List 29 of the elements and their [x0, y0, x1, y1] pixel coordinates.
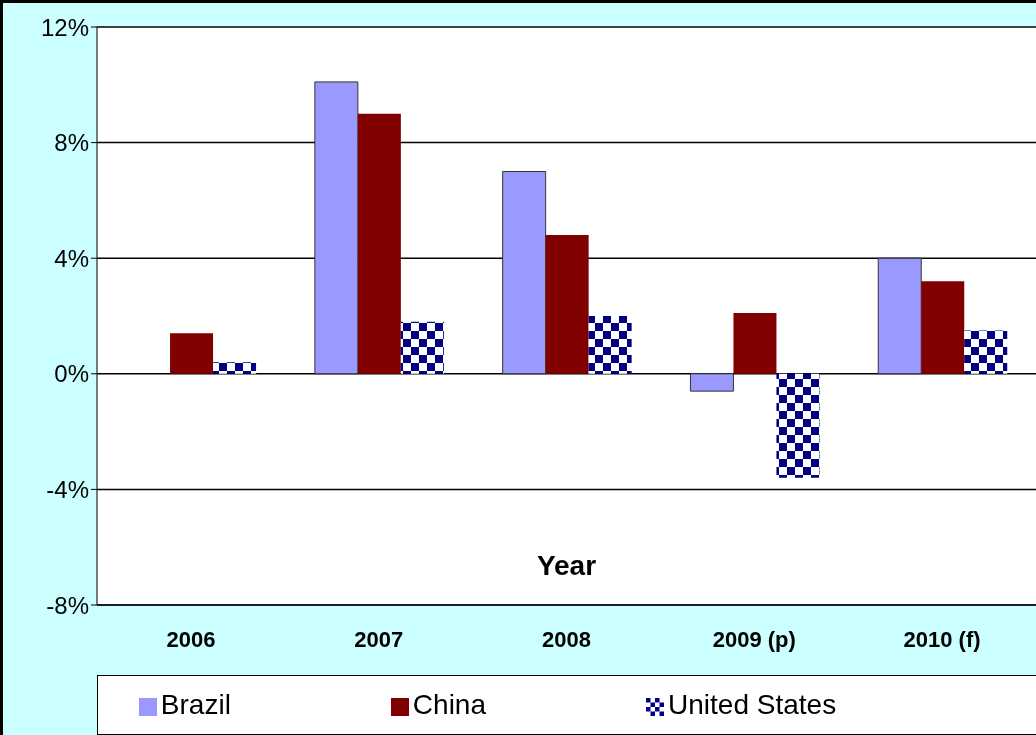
bar	[877, 257, 922, 375]
x-tick-label: 2007	[354, 626, 404, 652]
bar	[213, 362, 257, 374]
bar	[170, 333, 214, 374]
legend-label: Brazil	[160, 689, 231, 720]
x-tick-label: 2009 (p)	[712, 626, 796, 652]
x-axis-title: Year	[536, 550, 597, 581]
bar	[314, 81, 359, 375]
bar	[502, 171, 547, 375]
x-tick-label: 2010 (f)	[903, 626, 981, 652]
bar	[588, 316, 632, 374]
y-tick-label: -8%	[46, 591, 89, 619]
bar	[733, 313, 777, 374]
y-tick-label: 4%	[54, 244, 89, 272]
bar	[545, 235, 589, 374]
bar	[689, 373, 734, 392]
bar	[357, 113, 401, 374]
legend-label: China	[412, 689, 487, 720]
y-tick-label: 12%	[40, 13, 89, 41]
y-tick-label: -4%	[46, 475, 89, 503]
bar	[776, 373, 820, 478]
y-tick-label: 8%	[54, 129, 89, 157]
x-tick-label: 2006	[166, 626, 216, 652]
y-tick-label: 0%	[54, 360, 89, 388]
bar	[921, 281, 965, 374]
bar	[964, 330, 1008, 374]
bar	[400, 321, 444, 374]
x-tick-label: 2008	[542, 626, 591, 652]
legend-label: United States	[668, 689, 837, 720]
